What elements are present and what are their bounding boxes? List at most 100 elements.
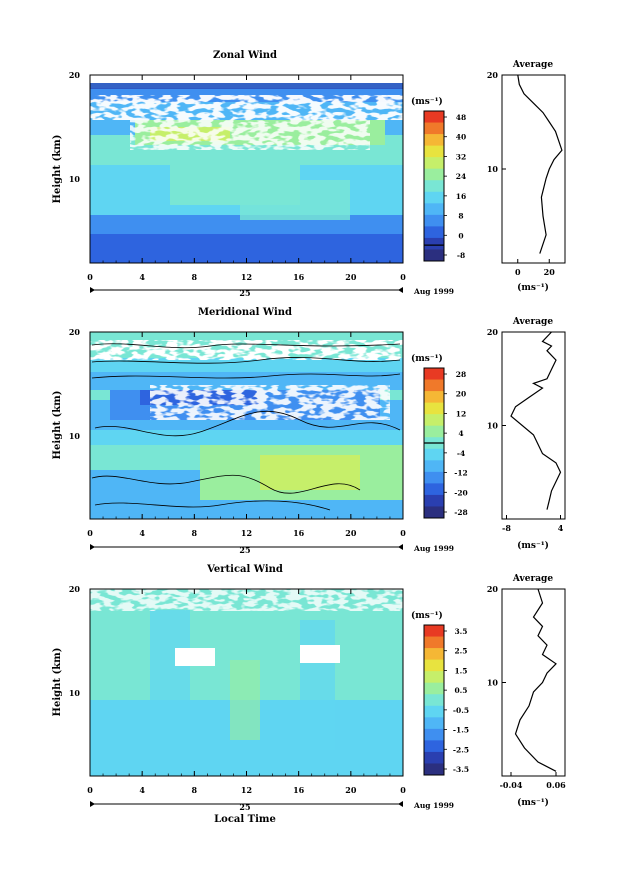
- average-profile: 0 20 10 20: [487, 70, 566, 277]
- profile-unit-label: (ms⁻¹): [517, 540, 549, 551]
- colorbar-tick-label: 0.5: [454, 686, 467, 695]
- colorbar-swatch: [424, 157, 444, 170]
- x-tick-label: 0: [400, 528, 406, 538]
- x-tick-label: 12: [241, 528, 252, 538]
- profile-title: Average: [512, 317, 553, 327]
- profile-x-tick-label: 0: [515, 267, 521, 277]
- colorbar-tick-label: -20: [454, 488, 468, 497]
- colorbar-tick-label: 40: [456, 133, 466, 142]
- colorbar-swatch: [424, 740, 444, 753]
- colorbar-swatch: [424, 145, 444, 158]
- profile-x-tick-label: -8: [502, 523, 511, 533]
- x-tick-label: 0: [400, 785, 406, 795]
- colorbar-tick-label: -0.5: [453, 706, 469, 715]
- x-axis: 0 4 8 12 16 20 0: [87, 75, 406, 282]
- date-month-label: Aug 1999: [413, 801, 454, 810]
- date-day-label: 25: [239, 545, 250, 555]
- colorbar-swatch: [424, 249, 444, 262]
- profile-x-tick-label: 4: [558, 523, 564, 533]
- colorbar-swatch: [424, 625, 444, 638]
- colorbar-swatch: [424, 425, 444, 438]
- x-tick-label: 4: [139, 528, 145, 538]
- colorbar-swatch: [424, 402, 444, 415]
- profile-title: Average: [512, 60, 553, 70]
- colorbar-tick-label: -2.5: [453, 745, 469, 754]
- colorbar-swatch: [424, 483, 444, 496]
- colorbar: 3.5 2.5 1.5 0.5 -0.5 -1.5 -2.5 -3.5: [423, 624, 469, 776]
- y-axis: Height (km) 10 20: [52, 70, 80, 203]
- colorbar-tick-label: -1.5: [453, 726, 469, 735]
- colorbar-unit: (ms⁻¹): [411, 353, 443, 364]
- x-tick-label: 0: [87, 785, 93, 795]
- x-axis: 0 4 8 12 16 20 0: [87, 332, 406, 538]
- colorbar-swatch: [424, 414, 444, 427]
- profile-line: [514, 588, 557, 772]
- profile-frame: [501, 74, 566, 264]
- colorbar-swatch: [424, 694, 444, 707]
- x-tick-label: 8: [192, 272, 198, 282]
- x-tick-label: 20: [345, 785, 357, 795]
- colorbar-tick-label: 12: [456, 409, 466, 418]
- colorbar-swatch: [424, 460, 444, 473]
- colorbar-tick-label: 2.5: [454, 647, 467, 656]
- colorbar-swatch: [424, 379, 444, 392]
- panel-vertical-wind: Vertical Wind Height (km) 10 20 0 4 8 12 16 2…: [52, 564, 566, 825]
- panel-title: Meridional Wind: [198, 307, 292, 318]
- x-tick-label: 20: [345, 272, 357, 282]
- x-tick-label: 4: [139, 785, 145, 795]
- colorbar-swatch: [424, 494, 444, 507]
- colorbar-swatch: [424, 659, 444, 672]
- profile-y-tick-label: 20: [487, 327, 499, 337]
- profile-x-tick-label: 20: [544, 267, 556, 277]
- colorbar-tick-label: -3.5: [453, 765, 469, 774]
- colorbar-tick-label: 24: [456, 172, 466, 181]
- x-tick-label: 4: [139, 272, 145, 282]
- colorbar-tick-label: 28: [456, 370, 466, 379]
- colorbar-tick-label: 20: [456, 390, 466, 399]
- colorbar-swatch: [424, 111, 444, 124]
- profile-y-tick-label: 20: [487, 584, 499, 594]
- y-tick-label: 10: [69, 174, 81, 184]
- y-axis-label: Height (km): [52, 648, 63, 717]
- colorbar: 48 40 32 24 16 8 0 -8: [423, 110, 466, 262]
- x-tick-label: 0: [400, 272, 406, 282]
- x-tick-label: 16: [293, 528, 305, 538]
- heatmap-plot: [89, 331, 404, 520]
- colorbar-tick-label: -12: [454, 469, 468, 478]
- colorbar-swatch: [424, 122, 444, 135]
- profile-y-tick-label: 20: [487, 70, 499, 80]
- colorbar-swatch: [424, 471, 444, 484]
- profile-unit-label: (ms⁻¹): [517, 282, 549, 293]
- y-tick-label: 20: [69, 327, 81, 337]
- x-axis-label: Local Time: [214, 814, 276, 825]
- average-profile: -8 4 10 20: [487, 327, 566, 533]
- colorbar-swatch: [424, 368, 444, 381]
- colorbar-swatch: [424, 391, 444, 404]
- profile-y-tick-label: 10: [487, 421, 499, 431]
- colorbar-swatch: [424, 180, 444, 193]
- date-bar: 25 Aug 1999: [90, 801, 454, 812]
- colorbar-swatch: [424, 682, 444, 695]
- profile-line: [510, 331, 562, 510]
- colorbar-swatch: [424, 226, 444, 239]
- colorbar-swatch: [424, 763, 444, 776]
- colorbar-tick-label: -28: [454, 508, 468, 517]
- colorbar-tick-label: 32: [456, 152, 466, 161]
- date-day-label: 25: [239, 802, 250, 812]
- colorbar-swatch: [424, 168, 444, 181]
- colorbar-swatch: [424, 636, 444, 649]
- y-tick-label: 20: [69, 584, 81, 594]
- x-tick-label: 0: [87, 272, 93, 282]
- colorbar-unit: (ms⁻¹): [411, 96, 443, 107]
- colorbar-swatch: [424, 214, 444, 227]
- heatmap-plot: [89, 74, 404, 264]
- colorbar-frame: [423, 110, 445, 262]
- colorbar-swatch: [424, 134, 444, 147]
- date-month-label: Aug 1999: [413, 544, 454, 553]
- panel-zonal-wind: Zonal Wind Height (km) 10 20 0 4 8 12 16 20 0: [52, 50, 566, 298]
- panel-meridional-wind: Meridional Wind Height (km) 10 20 0 4 8 12 1…: [52, 307, 566, 555]
- colorbar-swatch: [424, 648, 444, 661]
- colorbar-tick-label: 48: [456, 113, 466, 122]
- y-tick-label: 10: [69, 431, 81, 441]
- x-tick-label: 0: [87, 528, 93, 538]
